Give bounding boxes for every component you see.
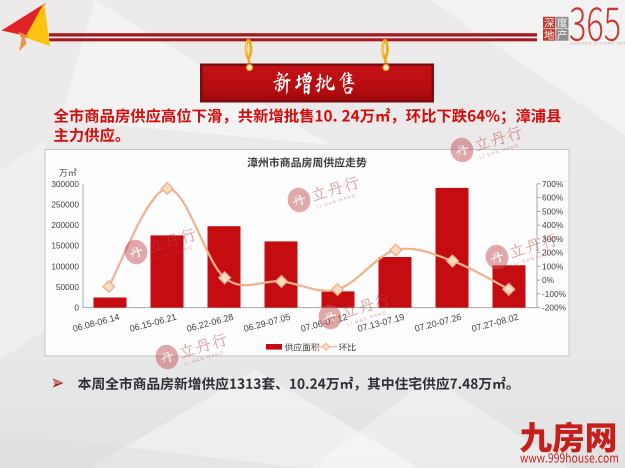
svg-text:250000: 250000	[51, 199, 79, 209]
svg-text:300000: 300000	[51, 179, 79, 189]
svg-text:100%: 100%	[542, 261, 564, 271]
svg-text:0%: 0%	[542, 275, 555, 285]
svg-text:600%: 600%	[542, 193, 564, 203]
svg-text:150000: 150000	[51, 241, 79, 251]
svg-text:500%: 500%	[542, 206, 564, 216]
svg-text:700%: 700%	[542, 179, 564, 189]
svg-text:SHENDU DICHAN 365: SHENDU DICHAN 365	[570, 41, 625, 46]
svg-text:200000: 200000	[51, 220, 79, 230]
svg-text:50000: 50000	[56, 282, 79, 292]
svg-text:-200%: -200%	[542, 303, 567, 313]
svg-text:0: 0	[74, 303, 79, 313]
svg-text:100000: 100000	[51, 261, 79, 271]
svg-text:400%: 400%	[542, 220, 564, 230]
svg-text:-100%: -100%	[542, 289, 567, 299]
